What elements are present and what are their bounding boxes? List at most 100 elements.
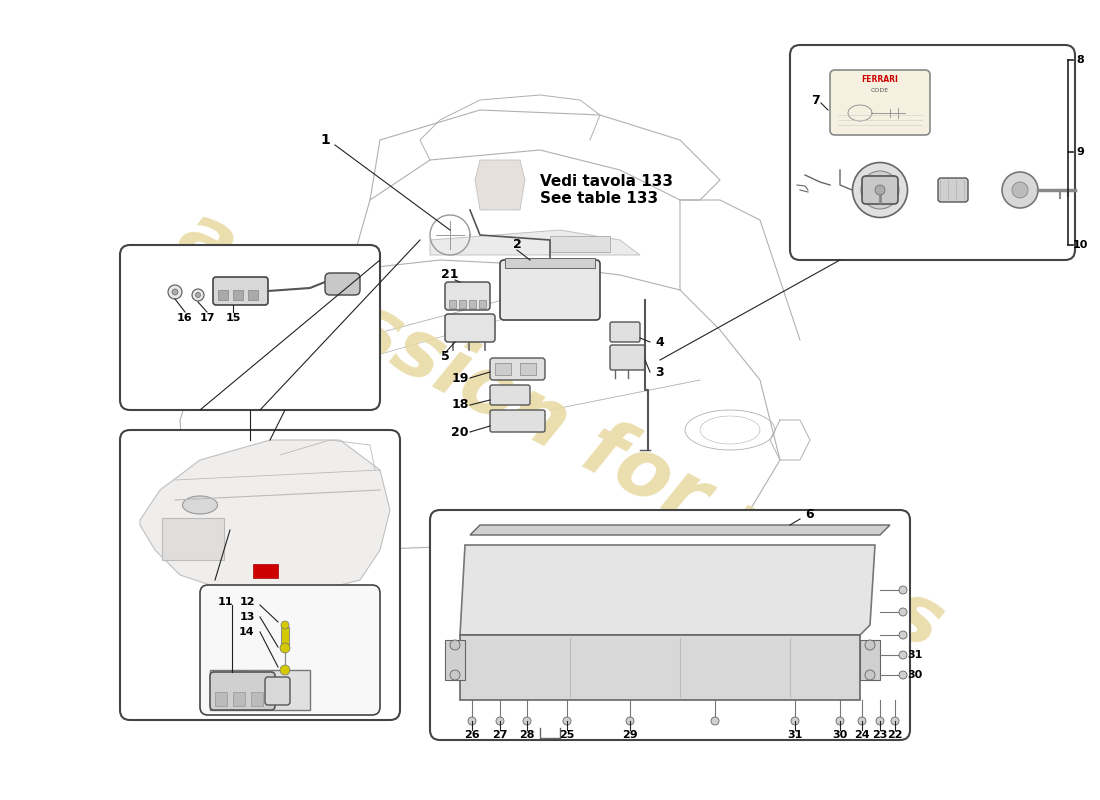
Text: 30: 30 [908,670,923,680]
Text: 17: 17 [199,313,214,323]
Text: a passion for parts: a passion for parts [165,195,956,665]
FancyBboxPatch shape [490,410,544,432]
Text: 30: 30 [833,730,848,740]
FancyBboxPatch shape [324,273,360,295]
Circle shape [791,717,799,725]
Bar [253,564,278,578]
Text: 29: 29 [623,730,638,740]
FancyBboxPatch shape [610,322,640,342]
Text: 11: 11 [218,597,233,607]
Polygon shape [475,160,525,210]
Text: 2: 2 [513,238,521,251]
Bar [251,692,263,706]
Text: 21: 21 [441,269,459,282]
FancyBboxPatch shape [500,260,600,320]
Text: 9: 9 [1076,147,1084,157]
Text: 31: 31 [908,650,923,660]
Bar [860,640,880,680]
FancyBboxPatch shape [446,282,490,310]
Bar [459,300,466,308]
Bar [162,518,224,560]
Text: FERRARI: FERRARI [861,75,899,85]
FancyBboxPatch shape [490,385,530,405]
Circle shape [626,717,634,725]
Circle shape [496,717,504,725]
Text: 20: 20 [451,426,469,438]
Circle shape [865,670,874,680]
Text: 12: 12 [240,597,255,607]
FancyBboxPatch shape [490,358,544,380]
Text: 10: 10 [1072,240,1088,250]
Circle shape [168,285,182,299]
Text: 6: 6 [805,509,814,522]
Text: 27: 27 [493,730,508,740]
Circle shape [899,586,907,594]
FancyBboxPatch shape [862,176,898,204]
Circle shape [522,717,531,725]
Bar [449,300,456,308]
Bar [469,300,476,308]
Text: 26: 26 [464,730,480,740]
Polygon shape [460,635,860,700]
FancyBboxPatch shape [830,70,930,135]
FancyBboxPatch shape [430,510,910,740]
Text: 4: 4 [656,335,664,349]
Circle shape [172,289,178,295]
FancyBboxPatch shape [200,585,380,715]
Circle shape [196,293,200,298]
Bar [214,692,227,706]
Text: 24: 24 [855,730,870,740]
Text: CODE: CODE [871,89,889,94]
Text: 28: 28 [519,730,535,740]
Ellipse shape [861,171,899,209]
Circle shape [711,717,719,725]
Bar [550,236,610,252]
Circle shape [192,289,204,301]
Circle shape [865,640,874,650]
Bar [210,670,310,710]
Circle shape [280,621,289,629]
Text: 25: 25 [559,730,574,740]
Bar [446,640,465,680]
Text: 1: 1 [320,133,330,147]
Circle shape [899,608,907,616]
Bar [248,290,258,300]
Polygon shape [470,525,890,535]
Circle shape [899,671,907,679]
Circle shape [280,665,290,675]
Ellipse shape [874,185,886,195]
Text: 18: 18 [451,398,469,411]
FancyBboxPatch shape [120,245,380,410]
Text: 5: 5 [441,350,450,362]
FancyBboxPatch shape [446,314,495,342]
Text: 14: 14 [239,627,255,637]
FancyBboxPatch shape [938,178,968,202]
Text: 23: 23 [872,730,888,740]
Circle shape [899,651,907,659]
Text: 3: 3 [656,366,664,378]
Bar [218,290,228,300]
Ellipse shape [183,496,218,514]
Text: 7: 7 [811,94,819,106]
Text: 13: 13 [240,612,255,622]
FancyBboxPatch shape [213,277,268,305]
Text: 8: 8 [1076,55,1084,65]
Bar [280,627,289,645]
Bar [495,363,512,375]
Circle shape [876,717,884,725]
Circle shape [1002,172,1038,208]
Text: 16: 16 [177,313,192,323]
Text: Vedi tavola 133
See table 133: Vedi tavola 133 See table 133 [540,174,673,206]
Bar [478,300,486,308]
FancyBboxPatch shape [610,345,645,370]
Circle shape [836,717,844,725]
Polygon shape [460,545,874,635]
Text: 22: 22 [888,730,903,740]
Text: 15: 15 [226,313,241,323]
Circle shape [450,670,460,680]
Circle shape [468,717,476,725]
Circle shape [891,717,899,725]
FancyBboxPatch shape [210,672,275,710]
Circle shape [280,643,290,653]
Text: 31: 31 [788,730,803,740]
